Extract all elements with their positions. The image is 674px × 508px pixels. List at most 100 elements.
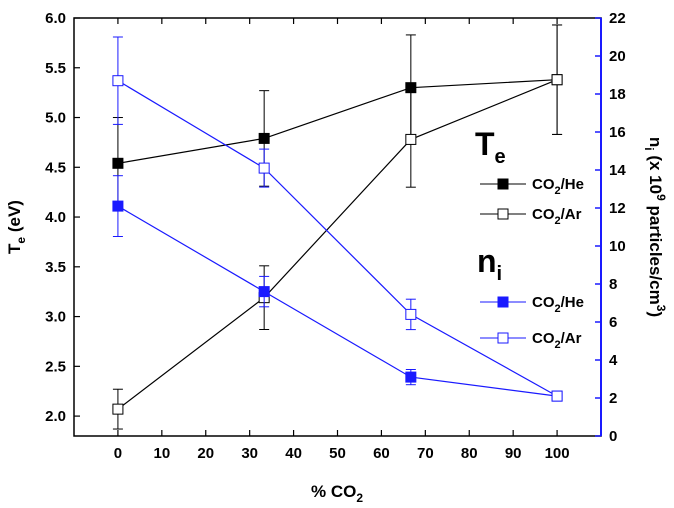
legend-label-te-ar: CO2/Ar <box>532 206 582 227</box>
legend-title-te-sub: e <box>495 146 506 168</box>
legend-title-ni: ni <box>477 243 502 285</box>
left-tick-label: 6.0 <box>45 10 66 27</box>
left-tick-label: 5.5 <box>45 60 66 77</box>
left-tick-label: 2.5 <box>45 358 66 375</box>
right-axis-title-sub: i <box>642 147 656 150</box>
right-tick-label: 16 <box>609 124 626 141</box>
legend-title-ni-sub: i <box>497 263 503 285</box>
data-point <box>405 308 417 320</box>
x-tick-label: 50 <box>329 445 346 462</box>
right-tick-label: 0 <box>609 428 617 445</box>
data-point <box>405 133 417 145</box>
x-axis-ticks: 0 10 20 30 40 50 60 70 80 90 100 <box>114 18 570 462</box>
right-tick-label: 22 <box>609 10 626 27</box>
series-line-te-co2-he <box>117 79 558 164</box>
left-axis-title-sub: e <box>14 237 28 244</box>
x-tick-label: 0 <box>114 445 122 462</box>
legend-title-te: Te <box>475 126 506 168</box>
left-tick-label: 4.5 <box>45 159 66 176</box>
x-tick-label: 70 <box>417 445 434 462</box>
left-tick-label: 3.5 <box>45 259 66 276</box>
series-line-te-co2-ar <box>117 79 558 410</box>
right-tick-label: 18 <box>609 86 626 103</box>
right-tick-label: 2 <box>609 390 617 407</box>
left-tick-label: 5.0 <box>45 110 66 127</box>
data-point <box>112 157 124 169</box>
left-tick-label: 4.0 <box>45 209 66 226</box>
right-axis-title-sup: 9 <box>654 194 668 201</box>
legend-label-te-he-main: CO <box>532 176 555 193</box>
legend-marker-ni-ar <box>497 332 509 344</box>
legend-title-te-main: T <box>475 126 495 162</box>
legend-label-te-ar-sub: 2 <box>555 215 561 227</box>
right-tick-label: 6 <box>609 314 617 331</box>
right-axis-title-main: n <box>646 137 665 147</box>
right-tick-label: 4 <box>609 352 618 369</box>
x-axis-title-sub: 2 <box>356 491 363 505</box>
legend-label-ni-ar: CO2/Ar <box>532 330 582 351</box>
data-point <box>112 200 124 212</box>
legend-label-te-ar-rest: /Ar <box>561 206 582 223</box>
legend-label-ni-ar-rest: /Ar <box>561 330 582 347</box>
legend-group-ni: ni CO2/He CO2/Ar <box>477 243 584 351</box>
legend-label-te-he-sub: 2 <box>555 185 561 197</box>
series-line-ni-co2-he <box>117 205 558 397</box>
data-point <box>405 371 417 383</box>
left-axis-title-main: T <box>5 243 24 254</box>
data-point <box>258 132 270 144</box>
series-layer <box>112 24 563 430</box>
series-te-co2-he <box>112 24 563 210</box>
x-tick-label: 20 <box>197 445 214 462</box>
data-point <box>258 286 270 298</box>
legend-label-ni-ar-sub: 2 <box>555 339 561 351</box>
right-tick-label: 10 <box>609 238 626 255</box>
right-tick-label: 14 <box>609 162 626 179</box>
left-tick-label: 3.0 <box>45 309 66 326</box>
x-tick-label: 30 <box>241 445 258 462</box>
right-axis-title-end: ) <box>646 311 665 317</box>
legend-label-te-he-rest: /He <box>561 176 584 193</box>
x-axis-title: % CO2 <box>311 482 363 505</box>
legend-title-ni-main: n <box>477 243 497 279</box>
right-axis-title-mid: (x 10 <box>646 151 665 194</box>
x-tick-label: 100 <box>545 445 570 462</box>
legend-label-ni-he-sub: 2 <box>555 303 561 315</box>
legend-marker-ni-he <box>497 296 509 308</box>
legend-marker-te-ar <box>497 208 509 220</box>
x-axis-title-main: % CO <box>311 482 356 501</box>
data-point <box>551 390 563 402</box>
data-point <box>551 74 563 86</box>
legend-label-te-he: CO2/He <box>532 176 584 197</box>
right-tick-label: 12 <box>609 200 626 217</box>
legend-label-ni-ar-main: CO <box>532 330 555 347</box>
right-tick-label: 20 <box>609 48 626 65</box>
x-tick-label: 80 <box>461 445 478 462</box>
left-axis-title: Te (eV) <box>5 200 28 254</box>
legend-group-te: Te CO2/He CO2/Ar <box>475 126 584 227</box>
legend-label-ni-he-rest: /He <box>561 294 584 311</box>
x-tick-label: 90 <box>505 445 522 462</box>
right-axis-ticks: 0 2 4 6 8 10 12 14 16 18 20 22 <box>595 10 626 445</box>
series-te-co2-ar <box>112 24 563 430</box>
left-tick-label: 2.0 <box>45 408 66 425</box>
data-point <box>258 162 270 174</box>
right-axis-title: ni (x 109 particles/cm3) <box>642 137 668 317</box>
right-tick-label: 8 <box>609 276 617 293</box>
left-axis-title-rest: (eV) <box>5 200 24 237</box>
legend-marker-te-he <box>497 178 509 190</box>
series-ni-co2-he <box>112 175 563 402</box>
legend-label-ni-he: CO2/He <box>532 294 584 315</box>
data-point <box>112 403 124 415</box>
series-line-ni-co2-ar <box>117 80 558 397</box>
data-point <box>112 75 124 87</box>
legend-label-ni-he-main: CO <box>532 294 555 311</box>
x-tick-label: 40 <box>285 445 302 462</box>
series-ni-co2-ar <box>112 36 563 402</box>
right-axis-title-sup2: 3 <box>654 305 668 312</box>
right-axis-title-rest: particles/cm <box>646 201 665 305</box>
x-tick-label: 60 <box>373 445 390 462</box>
left-axis-ticks: 2.0 2.5 3.0 3.5 4.0 4.5 5.0 5.5 6.0 <box>45 10 80 425</box>
x-tick-label: 10 <box>153 445 170 462</box>
legend-label-te-ar-main: CO <box>532 206 555 223</box>
